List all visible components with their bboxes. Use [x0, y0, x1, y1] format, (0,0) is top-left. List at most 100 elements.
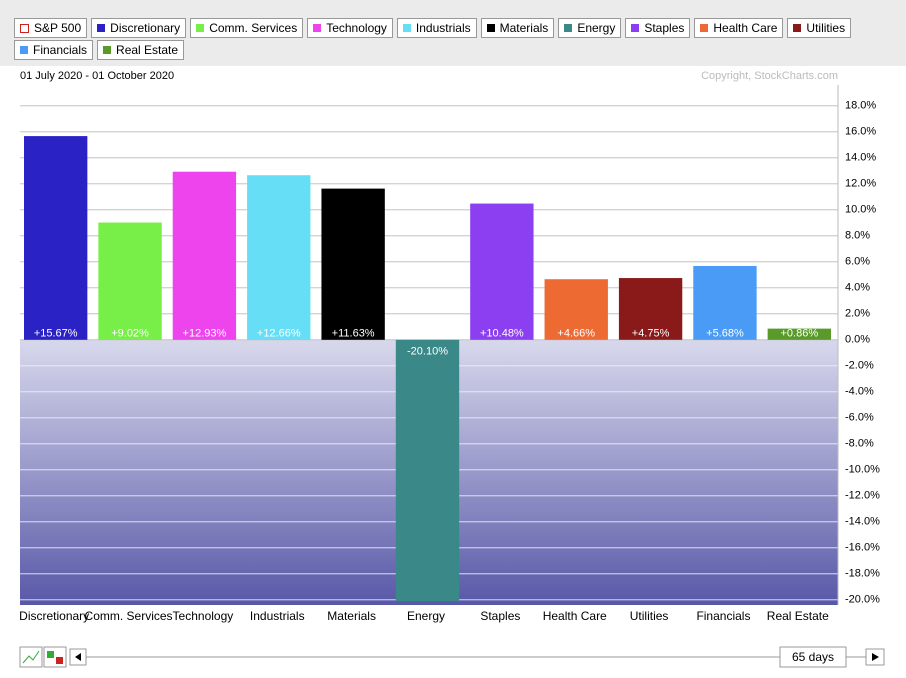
- value-label: +4.75%: [632, 328, 670, 340]
- legend-swatch: [97, 24, 106, 32]
- y-tick-label: 12.0%: [845, 178, 876, 190]
- legend-label: Energy: [577, 21, 616, 35]
- y-tick-label: -8.0%: [845, 438, 874, 450]
- bar: [767, 328, 831, 340]
- legend-label: Comm. Services: [209, 21, 298, 35]
- value-label: +15.67%: [34, 328, 78, 340]
- legend-item[interactable]: Energy: [558, 18, 622, 38]
- legend-label: Utilities: [806, 21, 846, 35]
- legend-item[interactable]: Real Estate: [97, 40, 185, 60]
- icon-glyph: [75, 653, 81, 661]
- y-tick-label: 18.0%: [845, 100, 876, 112]
- legend-swatch: [313, 24, 322, 32]
- y-tick-label: -4.0%: [845, 386, 874, 398]
- copyright: Copyright, StockCharts.com: [701, 70, 838, 82]
- bar: [247, 175, 311, 340]
- legend-swatch: [564, 24, 573, 32]
- x-tick-label: Utilities: [630, 609, 669, 623]
- y-tick-label: -14.0%: [845, 516, 880, 528]
- legend-swatch: [103, 46, 112, 54]
- y-tick-label: 2.0%: [845, 308, 870, 320]
- icon-glyph: [56, 657, 63, 664]
- legend-label: Financials: [33, 43, 88, 57]
- x-tick-label: Real Estate: [767, 609, 829, 623]
- bar: [98, 222, 162, 340]
- y-tick-label: -6.0%: [845, 412, 874, 424]
- x-tick-label: Industrials: [250, 609, 305, 623]
- legend-label: Technology: [326, 21, 387, 35]
- value-label: +4.66%: [557, 328, 595, 340]
- footer: 65 days: [19, 646, 885, 668]
- legend-swatch: [20, 23, 29, 33]
- legend-swatch: [20, 46, 28, 54]
- legend-label: Health Care: [713, 21, 778, 35]
- x-tick-label: Staples: [480, 609, 520, 623]
- y-tick-label: 10.0%: [845, 204, 876, 216]
- period-label: 65 days: [792, 650, 834, 664]
- bar: [470, 203, 534, 340]
- legend-swatch: [793, 24, 802, 32]
- legend-label: Industrials: [415, 21, 471, 35]
- x-tick-label: Financials: [696, 609, 750, 623]
- bar: [24, 136, 88, 340]
- legend-label: Discretionary: [110, 21, 181, 35]
- x-tick-label: Discretionary: [19, 609, 89, 623]
- bar: [321, 188, 385, 340]
- legend-label: S&P 500: [34, 21, 82, 35]
- y-tick-label: -12.0%: [845, 490, 880, 502]
- y-tick-label: 6.0%: [845, 256, 870, 268]
- value-label: +12.93%: [183, 328, 227, 340]
- legend-item[interactable]: Health Care: [694, 18, 784, 38]
- y-tick-label: -16.0%: [845, 542, 880, 554]
- legend-item[interactable]: Industrials: [396, 18, 477, 38]
- icon-glyph: [872, 653, 879, 661]
- legend-label: Staples: [644, 21, 685, 35]
- legend-item[interactable]: Staples: [625, 18, 691, 38]
- legend-swatch: [196, 24, 205, 32]
- value-label: +12.66%: [257, 328, 301, 340]
- icon-glyph: [47, 651, 54, 658]
- legend-item[interactable]: Technology: [307, 18, 393, 38]
- legend-item[interactable]: Utilities: [787, 18, 852, 38]
- legend-item[interactable]: S&P 500: [14, 18, 88, 38]
- legend-swatch: [631, 24, 640, 32]
- x-tick-label: Energy: [407, 609, 445, 623]
- bar: [693, 265, 757, 340]
- y-tick-label: 8.0%: [845, 230, 870, 242]
- plot: 18.0% 16.0% 14.0% 12.0% 10.0% 8.0% 6.0% 4.0% 2.0…: [19, 85, 880, 623]
- legend-label: Materials: [499, 21, 549, 35]
- legend-item[interactable]: Financials: [14, 40, 94, 60]
- value-label: +5.68%: [706, 328, 744, 340]
- bar: [544, 279, 608, 340]
- legend-swatch: [700, 24, 709, 32]
- y-tick-label: -20.0%: [845, 594, 880, 606]
- x-tick-label: Health Care: [543, 609, 607, 623]
- y-tick-label: -18.0%: [845, 568, 880, 580]
- y-tick-label: 4.0%: [845, 282, 870, 294]
- bar: [618, 278, 683, 340]
- legend-label: Real Estate: [116, 43, 179, 57]
- y-tick-label: -2.0%: [845, 360, 874, 372]
- legend: S&P 500 Discretionary Comm. Services Techno…: [14, 18, 874, 60]
- value-label: +9.02%: [111, 328, 149, 340]
- bar: [395, 339, 460, 602]
- value-label: +11.63%: [332, 328, 375, 340]
- y-tick-label: 14.0%: [845, 152, 876, 164]
- icon-glyph: [22, 650, 40, 664]
- bar: [172, 171, 237, 340]
- y-tick-label: 16.0%: [845, 126, 876, 138]
- date-range: 01 July 2020 - 01 October 2020: [20, 70, 174, 82]
- legend-swatch: [402, 24, 411, 32]
- x-tick-label: Comm. Services: [85, 609, 173, 623]
- legend-item[interactable]: Materials: [480, 18, 555, 38]
- legend-item[interactable]: Comm. Services: [190, 18, 304, 38]
- line-icon[interactable]: [19, 646, 43, 668]
- y-tick-label: -10.0%: [845, 464, 880, 476]
- y-tick-label: 0.0%: [845, 334, 870, 346]
- value-label: +0.86%: [781, 328, 819, 340]
- legend-item[interactable]: Discretionary: [91, 18, 187, 38]
- value-label: -20.10%: [407, 346, 448, 358]
- legend-swatch: [486, 24, 495, 32]
